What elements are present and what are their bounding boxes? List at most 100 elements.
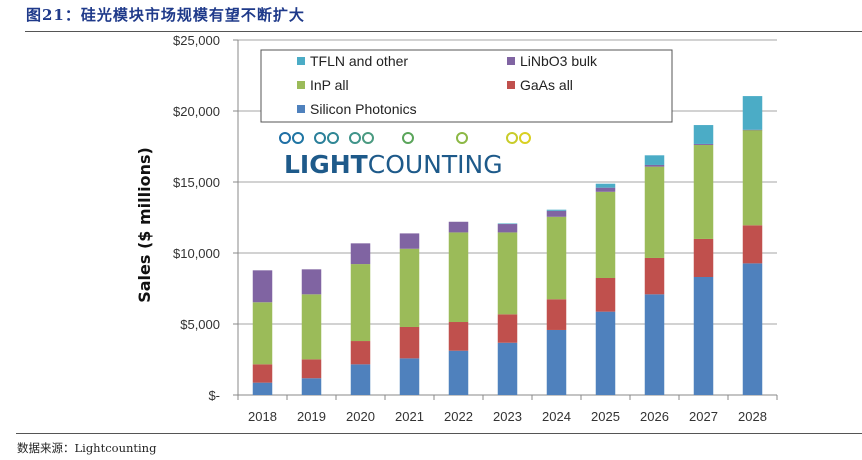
bar-segment-silicon-photonics-2027 (693, 276, 714, 395)
legend-label: LiNbO3 bulk (520, 53, 598, 69)
bar-segment-inp-all-2027 (693, 144, 714, 239)
bar-segment-linbo3-bulk-2019 (301, 269, 322, 295)
bar-segment-linbo3-bulk-2023 (497, 224, 518, 233)
logo-dot (362, 132, 374, 144)
x-tick-label: 2023 (493, 409, 522, 424)
logo-dot (314, 132, 326, 144)
bar-segment-tfln-and-other-2028 (742, 96, 763, 130)
bars (252, 96, 763, 395)
bar-segment-gaas-all-2028 (742, 225, 763, 264)
bar-segment-tfln-and-other-2025 (595, 183, 616, 188)
bar-segment-linbo3-bulk-2020 (350, 243, 371, 265)
bar-segment-inp-all-2028 (742, 130, 763, 226)
bar-segment-inp-all-2026 (644, 166, 665, 258)
legend-swatch (297, 81, 305, 89)
legend-label: InP all (310, 77, 349, 93)
y-tick-label: $10,000 (173, 246, 220, 261)
bar-segment-silicon-photonics-2022 (448, 350, 469, 395)
bar-segment-silicon-photonics-2018 (252, 382, 273, 395)
bar-segment-inp-all-2022 (448, 232, 469, 323)
bar-segment-gaas-all-2021 (399, 326, 420, 359)
y-axis-label: Sales ($ millions) (135, 147, 154, 303)
x-tick-label: 2027 (689, 409, 718, 424)
source-note: 数据来源：Lightcounting (17, 441, 157, 455)
logo-dot (279, 132, 291, 144)
logo-dots (279, 132, 531, 144)
legend-label: Silicon Photonics (310, 101, 417, 117)
bar-segment-inp-all-2024 (546, 216, 567, 300)
bar-segment-inp-all-2019 (301, 294, 322, 360)
logo-text-regular: COUNTING (368, 150, 503, 179)
logo-dot (292, 132, 304, 144)
logo-wordmark: LIGHTCOUNTING (284, 150, 503, 179)
bar-segment-gaas-all-2025 (595, 277, 616, 312)
x-tick-label: 2018 (248, 409, 277, 424)
x-tick-label: 2019 (297, 409, 326, 424)
x-tick-label: 2024 (542, 409, 571, 424)
logo-dot (506, 132, 518, 144)
bar-segment-inp-all-2021 (399, 248, 420, 327)
legend-swatch (297, 105, 305, 113)
bottom-divider (16, 433, 862, 434)
y-tick-labels: $- $5,000 $10,000 $15,000 $20,000 $25,000 (173, 33, 220, 403)
top-divider (25, 31, 862, 32)
bar-segment-linbo3-bulk-2028 (742, 129, 763, 131)
x-tick-label: 2020 (346, 409, 375, 424)
legend-label: TFLN and other (310, 53, 408, 69)
logo-dot (327, 132, 339, 144)
x-tick-label: 2026 (640, 409, 669, 424)
bar-segment-linbo3-bulk-2021 (399, 233, 420, 249)
bar-segment-inp-all-2020 (350, 264, 371, 342)
bar-segment-linbo3-bulk-2018 (252, 270, 273, 303)
legend-swatch (297, 57, 305, 65)
x-tick-label: 2028 (738, 409, 767, 424)
bar-segment-linbo3-bulk-2026 (644, 164, 665, 167)
bar-segment-tfln-and-other-2023 (497, 223, 518, 225)
bar-segment-inp-all-2025 (595, 191, 616, 278)
logo-dot (402, 132, 414, 144)
y-tick-label: $25,000 (173, 33, 220, 48)
bar-segment-gaas-all-2024 (546, 299, 567, 330)
y-tick-label: $20,000 (173, 104, 220, 119)
logo-dot (349, 132, 361, 144)
bar-segment-gaas-all-2019 (301, 359, 322, 379)
bar-segment-linbo3-bulk-2024 (546, 210, 567, 217)
logo-text-bold: LIGHT (284, 150, 368, 179)
bar-segment-silicon-photonics-2021 (399, 358, 420, 395)
bar-segment-gaas-all-2027 (693, 238, 714, 277)
bar-segment-tfln-and-other-2027 (693, 125, 714, 144)
logo-dot (519, 132, 531, 144)
legend-label: GaAs all (520, 77, 573, 93)
x-tick-label: 2025 (591, 409, 620, 424)
bar-segment-linbo3-bulk-2027 (693, 143, 714, 145)
y-tick-label: $5,000 (180, 317, 220, 332)
x-tick-labels: 2018 2019 2020 2021 2022 2023 2024 2025 2026 2027… (248, 409, 767, 424)
bar-segment-silicon-photonics-2028 (742, 263, 763, 395)
bar-segment-silicon-photonics-2024 (546, 329, 567, 395)
logo-dot (456, 132, 468, 144)
bar-segment-gaas-all-2018 (252, 364, 273, 383)
legend-swatch (507, 81, 515, 89)
bar-segment-inp-all-2023 (497, 232, 518, 315)
y-tick-label: $15,000 (173, 175, 220, 190)
legend-box (260, 49, 673, 123)
legend: TFLN and other LiNbO3 bulk InP all GaAs all… (260, 49, 673, 123)
legend-swatch (507, 57, 515, 65)
bar-segment-silicon-photonics-2020 (350, 364, 371, 395)
figure-title: 图21：硅光模块市场规模有望不断扩大 (26, 6, 305, 24)
bar-segment-inp-all-2018 (252, 302, 273, 365)
bar-segment-gaas-all-2023 (497, 314, 518, 343)
bar-segment-tfln-and-other-2024 (546, 209, 567, 211)
bar-segment-silicon-photonics-2019 (301, 378, 322, 395)
bar-segment-silicon-photonics-2025 (595, 311, 616, 395)
bar-segment-gaas-all-2022 (448, 322, 469, 351)
bar-segment-silicon-photonics-2026 (644, 294, 665, 395)
x-tick-label: 2021 (395, 409, 424, 424)
bar-segment-silicon-photonics-2023 (497, 342, 518, 395)
bar-segment-gaas-all-2026 (644, 257, 665, 295)
bar-segment-tfln-and-other-2026 (644, 155, 665, 165)
x-tick-label: 2022 (444, 409, 473, 424)
bar-segment-linbo3-bulk-2022 (448, 221, 469, 233)
y-tick-label: $- (208, 388, 220, 403)
